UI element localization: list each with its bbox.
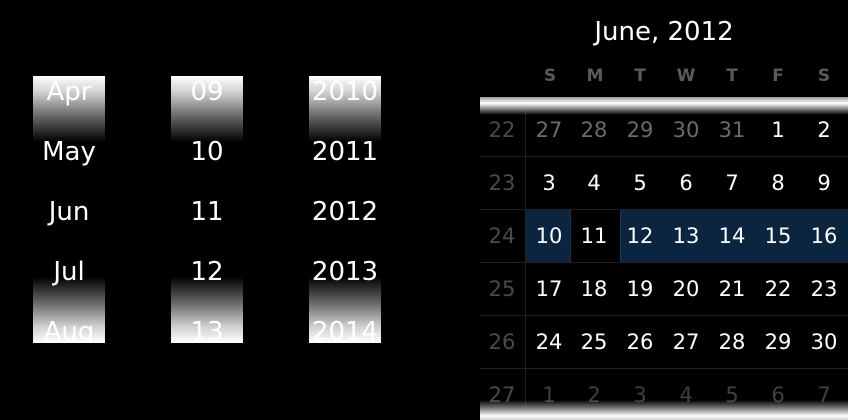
- calendar-day[interactable]: 26: [626, 330, 654, 354]
- week-number-divider: [525, 103, 526, 420]
- calendar-day[interactable]: 18: [580, 277, 608, 301]
- month-spinner[interactable]: Apr May Jun Jul Aug: [33, 76, 105, 343]
- calendar-day[interactable]: 14: [718, 224, 746, 248]
- calendar-day[interactable]: 28: [580, 118, 608, 142]
- calendar-day[interactable]: 4: [587, 171, 601, 195]
- month-option[interactable]: Apr: [46, 77, 92, 107]
- calendar-day[interactable]: 13: [672, 224, 700, 248]
- calendar-day[interactable]: 30: [672, 118, 700, 142]
- weekday-header: W: [676, 66, 696, 86]
- day-option[interactable]: 10: [190, 137, 224, 167]
- calendar-day[interactable]: 27: [672, 330, 700, 354]
- day-spinner[interactable]: 09 10 11 12 13: [171, 76, 243, 343]
- year-option[interactable]: 2014: [311, 317, 379, 343]
- weekday-header: T: [634, 66, 646, 86]
- day-option[interactable]: 12: [190, 257, 224, 287]
- weekday-header: S: [817, 66, 831, 86]
- calendar-day[interactable]: 19: [626, 277, 654, 301]
- row-divider: [480, 368, 848, 369]
- calendar-day[interactable]: 22: [764, 277, 792, 301]
- weekday-header: T: [726, 66, 738, 86]
- calendar-day[interactable]: 31: [718, 118, 746, 142]
- calendar-day[interactable]: 10: [535, 224, 563, 248]
- year-spinner[interactable]: 2010 2011 2012 2013 2014: [309, 76, 381, 343]
- calendar-day[interactable]: 30: [810, 330, 838, 354]
- calendar-day[interactable]: 1: [771, 118, 785, 142]
- row-divider: [480, 262, 848, 263]
- month-option[interactable]: Jul: [53, 257, 85, 287]
- weekday-header: S: [543, 66, 557, 86]
- row-divider: [480, 209, 848, 210]
- calendar-day[interactable]: 17: [535, 277, 563, 301]
- row-divider: [480, 315, 848, 316]
- year-option-selected[interactable]: 2012: [311, 197, 379, 227]
- year-option[interactable]: 2011: [311, 137, 379, 167]
- calendar-day[interactable]: 28: [718, 330, 746, 354]
- calendar-day[interactable]: 12: [626, 224, 654, 248]
- week-number: 22: [488, 118, 516, 142]
- calendar-fade-top: [480, 97, 848, 115]
- month-option[interactable]: Aug: [43, 317, 95, 343]
- month-option-selected[interactable]: Jun: [48, 197, 90, 227]
- week-number: 24: [488, 224, 516, 248]
- calendar-day[interactable]: 23: [810, 277, 838, 301]
- weekday-header: M: [586, 66, 604, 86]
- week-number: 26: [488, 330, 516, 354]
- calendar-fade-bottom: [480, 400, 848, 420]
- day-option[interactable]: 13: [190, 317, 224, 343]
- calendar-day[interactable]: 5: [633, 171, 647, 195]
- weekday-header: F: [772, 66, 784, 86]
- calendar-day[interactable]: 2: [817, 118, 831, 142]
- calendar-day[interactable]: 21: [718, 277, 746, 301]
- calendar-day[interactable]: 16: [810, 224, 838, 248]
- calendar-day[interactable]: 15: [764, 224, 792, 248]
- day-option-selected[interactable]: 11: [190, 197, 224, 227]
- calendar-day[interactable]: 25: [580, 330, 608, 354]
- calendar-day[interactable]: 8: [771, 171, 785, 195]
- calendar-day[interactable]: 20: [672, 277, 700, 301]
- month-option[interactable]: May: [42, 137, 96, 167]
- week-number: 23: [488, 171, 516, 195]
- year-option[interactable]: 2010: [311, 77, 379, 107]
- year-option[interactable]: 2013: [311, 257, 379, 287]
- calendar-day[interactable]: 27: [535, 118, 563, 142]
- calendar-day[interactable]: 29: [764, 330, 792, 354]
- calendar-day[interactable]: 24: [535, 330, 563, 354]
- row-divider: [480, 156, 848, 157]
- calendar-month-title: June, 2012: [594, 17, 734, 47]
- calendar-day[interactable]: 6: [679, 171, 693, 195]
- day-option[interactable]: 09: [190, 77, 224, 107]
- calendar-day[interactable]: 11: [580, 224, 608, 248]
- calendar-day[interactable]: 3: [542, 171, 556, 195]
- week-number: 25: [488, 277, 516, 301]
- calendar-day[interactable]: 9: [817, 171, 831, 195]
- selected-day-cell: [570, 209, 621, 263]
- calendar-day[interactable]: 29: [626, 118, 654, 142]
- calendar-day[interactable]: 7: [725, 171, 739, 195]
